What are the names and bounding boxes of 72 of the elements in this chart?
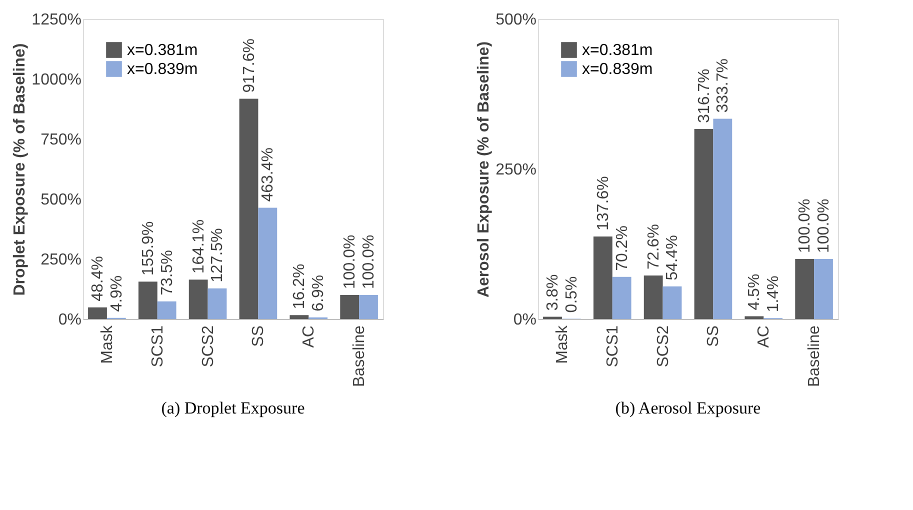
data-label: 316.7% <box>696 68 713 123</box>
y-tick-label: 250% <box>496 162 536 178</box>
data-label: 137.6% <box>594 176 612 230</box>
x-tick-label: AC <box>756 326 773 348</box>
y-tick-label: 750% <box>40 132 82 148</box>
bar <box>713 118 732 319</box>
legend-label: x=0.839m <box>127 61 198 78</box>
y-tick-label: 250% <box>40 252 82 268</box>
bar <box>694 128 714 319</box>
data-label: 333.7% <box>714 58 732 113</box>
x-tick-label: AC <box>300 326 318 348</box>
y-axis-title: Aerosol Exposure (% of Baseline) <box>476 41 493 298</box>
y-tick-label: 500% <box>40 192 82 208</box>
data-label: 54.4% <box>664 234 682 280</box>
data-label: 0.5% <box>563 276 580 313</box>
y-tick-label: 1000% <box>32 72 82 88</box>
bar <box>88 307 107 319</box>
data-label: 4.5% <box>746 274 764 310</box>
x-tick-label: Baseline <box>806 325 824 387</box>
x-tick-label: SS <box>705 326 722 347</box>
bar <box>795 259 814 319</box>
bar <box>744 316 764 319</box>
data-label: 100.0% <box>360 234 378 289</box>
legend-label: x=0.839m <box>582 61 653 78</box>
legend-label: x=0.381m <box>582 42 653 59</box>
y-tick-label: 500% <box>496 12 536 28</box>
bar <box>593 236 612 319</box>
data-label: 70.2% <box>614 226 631 271</box>
data-label: 164.1% <box>190 219 208 274</box>
x-tick-label: Baseline <box>351 325 368 387</box>
bar <box>157 301 176 319</box>
bar <box>814 259 833 319</box>
x-tick-label: SCS1 <box>604 325 622 368</box>
data-label: 6.9% <box>310 274 328 312</box>
bar <box>359 295 378 319</box>
bar <box>188 280 208 319</box>
text: (b) Aerosol Exposure <box>615 398 761 418</box>
data-label: 3.8% <box>544 274 562 311</box>
data-label: 100.0% <box>816 198 833 253</box>
y-tick-label: 1250% <box>32 12 82 28</box>
bar <box>612 276 632 319</box>
data-label: 917.6% <box>240 38 258 93</box>
y-axis-title: Droplet Exposure (% of Baseline) <box>12 43 29 296</box>
x-tick-label: SCS2 <box>654 325 672 368</box>
x-tick-label: SCS1 <box>149 325 166 368</box>
data-label: 155.9% <box>140 221 157 276</box>
data-label: 100.0% <box>342 234 359 289</box>
y-tick-label: 0% <box>58 312 82 328</box>
x-tick-label: Mask <box>554 324 571 364</box>
legend-label: x=0.381m <box>127 42 198 59</box>
data-label: 73.5% <box>158 250 176 296</box>
bar <box>208 288 227 319</box>
bar <box>258 208 278 319</box>
data-label: 48.4% <box>89 256 106 302</box>
data-label: 4.9% <box>108 275 126 312</box>
bar <box>239 98 258 319</box>
y-tick-label: 0% <box>513 312 536 328</box>
bar <box>662 286 682 319</box>
data-label: 127.5% <box>209 228 226 282</box>
x-tick-label: SCS2 <box>200 325 217 368</box>
data-label: 16.2% <box>291 264 308 310</box>
text: (a) Droplet Exposure <box>161 398 305 418</box>
x-tick-label: Mask <box>98 324 116 364</box>
data-label: 1.4% <box>765 276 782 312</box>
data-label: 72.6% <box>645 224 662 270</box>
x-tick-label: SS <box>250 326 268 347</box>
bar <box>340 295 360 319</box>
bar <box>644 275 663 319</box>
data-label: 100.0% <box>796 198 814 253</box>
bar <box>138 282 158 319</box>
bar <box>290 315 309 319</box>
data-label: 463.4% <box>260 148 277 202</box>
